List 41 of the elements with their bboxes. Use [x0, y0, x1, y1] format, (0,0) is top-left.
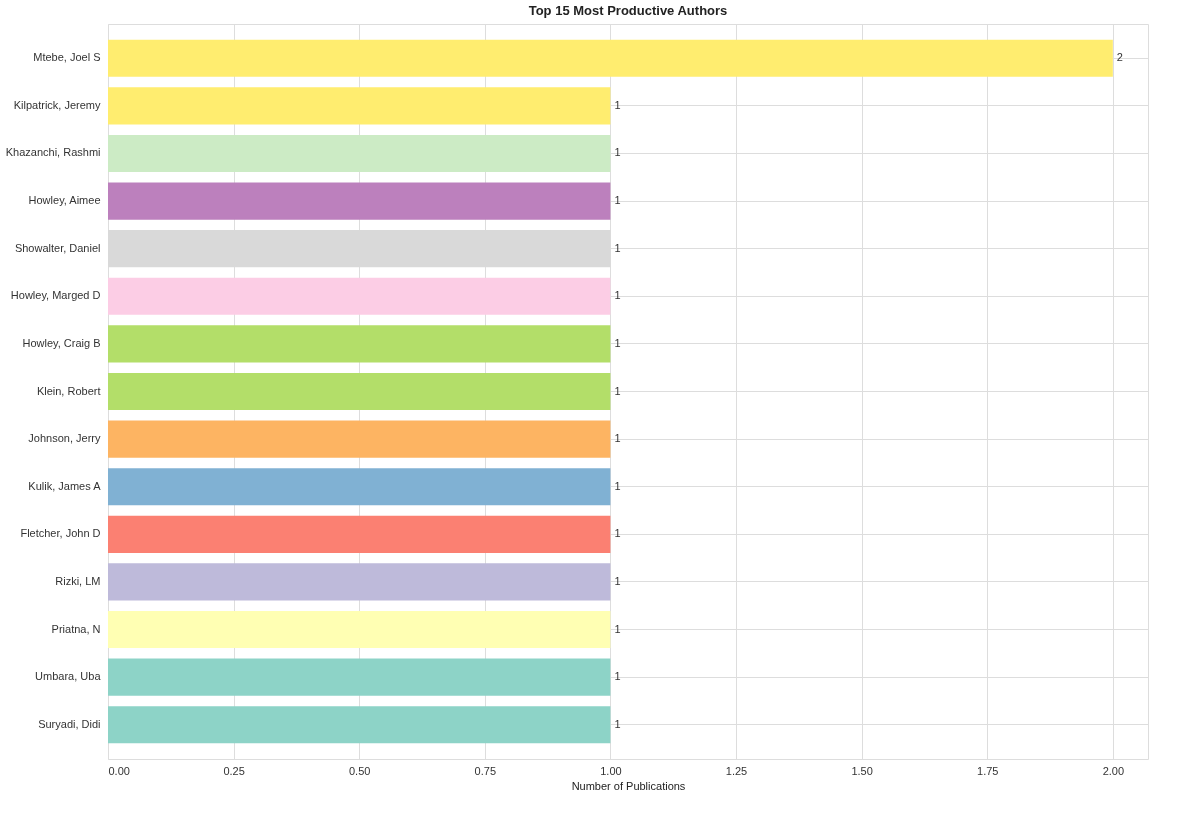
x-tick-label: 1.25: [725, 764, 748, 777]
x-tick-label: 0.00: [108, 764, 130, 777]
data-label: 1: [614, 574, 621, 587]
data-label: 1: [614, 194, 621, 207]
x-tick-label: 0.50: [349, 764, 371, 777]
data-label: 1: [614, 622, 621, 635]
y-tick-label: Howley, Marged D: [10, 289, 101, 302]
x-tick-label: 0.75: [474, 764, 497, 777]
x-tick-label: 1.50: [851, 764, 873, 777]
data-label: 1: [614, 717, 621, 730]
y-tick-label: Suryadi, Didi: [38, 717, 101, 730]
y-tick-label: Mtebe, Joel S: [33, 51, 101, 64]
data-label: 1: [614, 146, 621, 159]
y-tick-label: Howley, Craig B: [22, 336, 101, 349]
y-tick-label: Showalter, Daniel: [14, 241, 101, 254]
data-label: 1: [614, 384, 621, 397]
data-label: 1: [614, 479, 621, 492]
x-tick-label: 1.00: [600, 764, 622, 777]
data-label: 1: [614, 241, 621, 254]
y-tick-label: Rizki, LM: [55, 574, 101, 587]
y-tick-label: Umbara, Uba: [35, 670, 102, 683]
data-label: 1: [614, 289, 621, 302]
y-tick-label: Howley, Aimee: [28, 194, 101, 207]
y-tick-label: Kilpatrick, Jeremy: [13, 98, 101, 111]
y-tick-label: Klein, Robert: [36, 384, 101, 397]
x-tick-label: 0.25: [223, 764, 245, 777]
data-label: 1: [614, 670, 621, 683]
chart-title: Top 15 Most Productive Authors: [528, 3, 728, 18]
y-tick-label: Johnson, Jerry: [28, 432, 101, 445]
y-tick-label: Khazanchi, Rashmi: [5, 146, 101, 159]
data-label: 2: [1116, 51, 1123, 64]
data-label: 1: [614, 432, 621, 445]
y-tick-label: Priatna, N: [51, 622, 101, 635]
data-label: 1: [614, 336, 621, 349]
y-tick-label: Kulik, James A: [28, 479, 102, 492]
x-axis-title: Number of Publications: [571, 779, 686, 792]
y-tick-label: Fletcher, John D: [20, 527, 101, 540]
x-tick-label: 2.00: [1102, 764, 1125, 777]
data-label: 1: [614, 527, 621, 540]
data-label: 1: [614, 98, 621, 111]
x-tick-label: 1.75: [977, 764, 999, 777]
